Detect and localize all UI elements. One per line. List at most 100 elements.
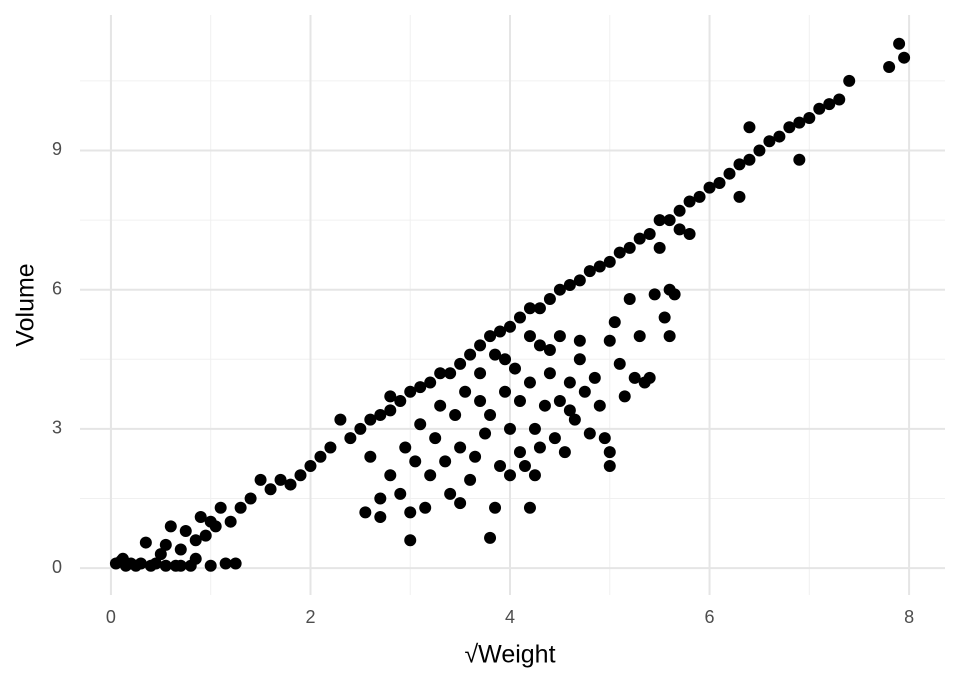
- point: [454, 357, 467, 370]
- point: [384, 469, 397, 482]
- point: [633, 330, 646, 343]
- point: [643, 228, 656, 241]
- point: [733, 190, 746, 203]
- point: [134, 557, 147, 570]
- point: [419, 501, 432, 514]
- point: [484, 330, 497, 343]
- point: [394, 487, 407, 500]
- point: [464, 473, 477, 486]
- point: [553, 395, 566, 408]
- point: [504, 422, 517, 435]
- point: [743, 121, 756, 134]
- point: [658, 311, 671, 324]
- point: [513, 311, 526, 324]
- point: [563, 404, 576, 417]
- point: [399, 441, 412, 454]
- point: [603, 334, 616, 347]
- point: [898, 51, 911, 64]
- point: [603, 255, 616, 268]
- point: [553, 283, 566, 296]
- point: [364, 413, 377, 426]
- point: [573, 353, 586, 366]
- y-tick-label: 3: [52, 418, 62, 438]
- point: [663, 330, 676, 343]
- x-tick-label: 4: [505, 607, 515, 627]
- point: [499, 353, 512, 366]
- point: [603, 460, 616, 473]
- point: [673, 223, 686, 236]
- point: [573, 334, 586, 347]
- point: [733, 158, 746, 171]
- point: [224, 515, 237, 528]
- point: [588, 371, 601, 384]
- point: [469, 450, 482, 463]
- point: [489, 501, 502, 514]
- point: [384, 404, 397, 417]
- point: [464, 348, 477, 361]
- y-tick-label: 0: [52, 557, 62, 577]
- y-axis-title: Volume: [12, 263, 40, 346]
- x-tick-label: 8: [904, 607, 914, 627]
- point: [773, 130, 786, 143]
- point: [528, 422, 541, 435]
- point: [189, 534, 202, 547]
- point: [528, 469, 541, 482]
- point: [533, 302, 546, 315]
- point: [633, 232, 646, 245]
- point: [439, 455, 452, 468]
- point: [613, 357, 626, 370]
- point: [683, 195, 696, 208]
- point: [149, 557, 162, 570]
- point: [693, 190, 706, 203]
- point: [713, 176, 726, 189]
- point: [683, 228, 696, 241]
- point: [499, 385, 512, 398]
- point: [484, 531, 497, 544]
- point: [533, 339, 546, 352]
- point: [204, 559, 217, 572]
- point: [189, 552, 202, 565]
- point: [479, 427, 492, 440]
- point: [723, 167, 736, 180]
- point: [459, 385, 472, 398]
- y-tick-label: 9: [52, 139, 62, 159]
- point: [304, 460, 317, 473]
- point: [494, 460, 507, 473]
- point: [518, 460, 531, 473]
- point: [139, 536, 152, 549]
- point: [374, 492, 387, 505]
- point: [429, 432, 442, 445]
- point: [833, 93, 846, 106]
- point: [593, 260, 606, 273]
- point: [568, 413, 581, 426]
- point: [648, 288, 661, 301]
- point: [364, 450, 377, 463]
- point: [334, 413, 347, 426]
- point: [543, 292, 556, 305]
- point: [763, 135, 776, 148]
- point: [159, 538, 172, 551]
- point: [244, 492, 257, 505]
- point: [613, 246, 626, 259]
- point: [424, 469, 437, 482]
- point: [174, 559, 187, 572]
- point: [404, 534, 417, 547]
- point: [548, 432, 561, 445]
- point: [603, 446, 616, 459]
- point: [703, 181, 716, 194]
- point: [444, 367, 457, 380]
- point: [523, 376, 536, 389]
- point: [434, 367, 447, 380]
- point: [813, 102, 826, 115]
- point: [359, 506, 372, 519]
- point: [174, 543, 187, 556]
- point: [558, 446, 571, 459]
- x-tick-label: 0: [106, 607, 116, 627]
- x-tick-label: 2: [305, 607, 315, 627]
- point: [823, 98, 836, 111]
- point: [598, 432, 611, 445]
- point: [199, 529, 212, 542]
- point: [354, 422, 367, 435]
- point: [583, 265, 596, 278]
